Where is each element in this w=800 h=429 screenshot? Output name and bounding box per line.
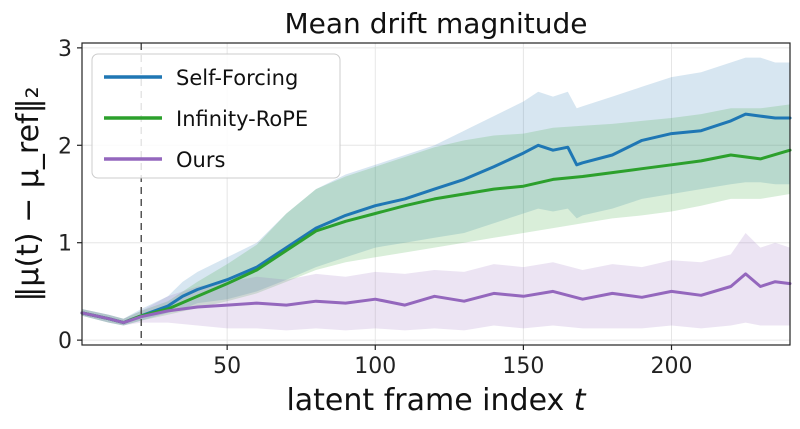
series-line-ours (80, 272, 792, 325)
legend-box (91, 53, 341, 179)
x-tick-label: 150 (502, 354, 544, 379)
x-tick-label: 100 (354, 354, 396, 379)
legend-label: Ours (176, 148, 225, 172)
series-line-self-forcing (80, 112, 792, 325)
x-axis-label: latent frame index t (286, 383, 586, 418)
plot-area-frame (81, 42, 791, 346)
chart-title: Mean drift magnitude (285, 7, 588, 40)
x-axis-label-main: latent frame index (286, 383, 573, 418)
series-line-infinity-rope (80, 148, 792, 325)
series-line-layer (80, 43, 792, 345)
x-axis-label-var: t (574, 383, 587, 418)
confidence-band-self-forcing (82, 57, 790, 326)
x-tick-label: 200 (651, 354, 693, 379)
y-tick-label: 0 (58, 329, 72, 354)
tick-layer: 50 100 150 200 0 1 2 3 (58, 37, 693, 379)
legend-label: Infinity-RoPE (176, 107, 308, 131)
legend: Self-Forcing Infinity-RoPE Ours (91, 53, 341, 179)
y-tick-label: 2 (58, 134, 72, 159)
confidence-band-ours (82, 233, 790, 331)
y-axis-label: ‖μ(t) − μ_ref‖₂ (11, 86, 46, 301)
y-tick-label: 1 (58, 232, 72, 257)
x-tick-label: 50 (213, 354, 241, 379)
legend-label: Self-Forcing (176, 66, 298, 90)
y-tick-label: 3 (58, 37, 72, 62)
